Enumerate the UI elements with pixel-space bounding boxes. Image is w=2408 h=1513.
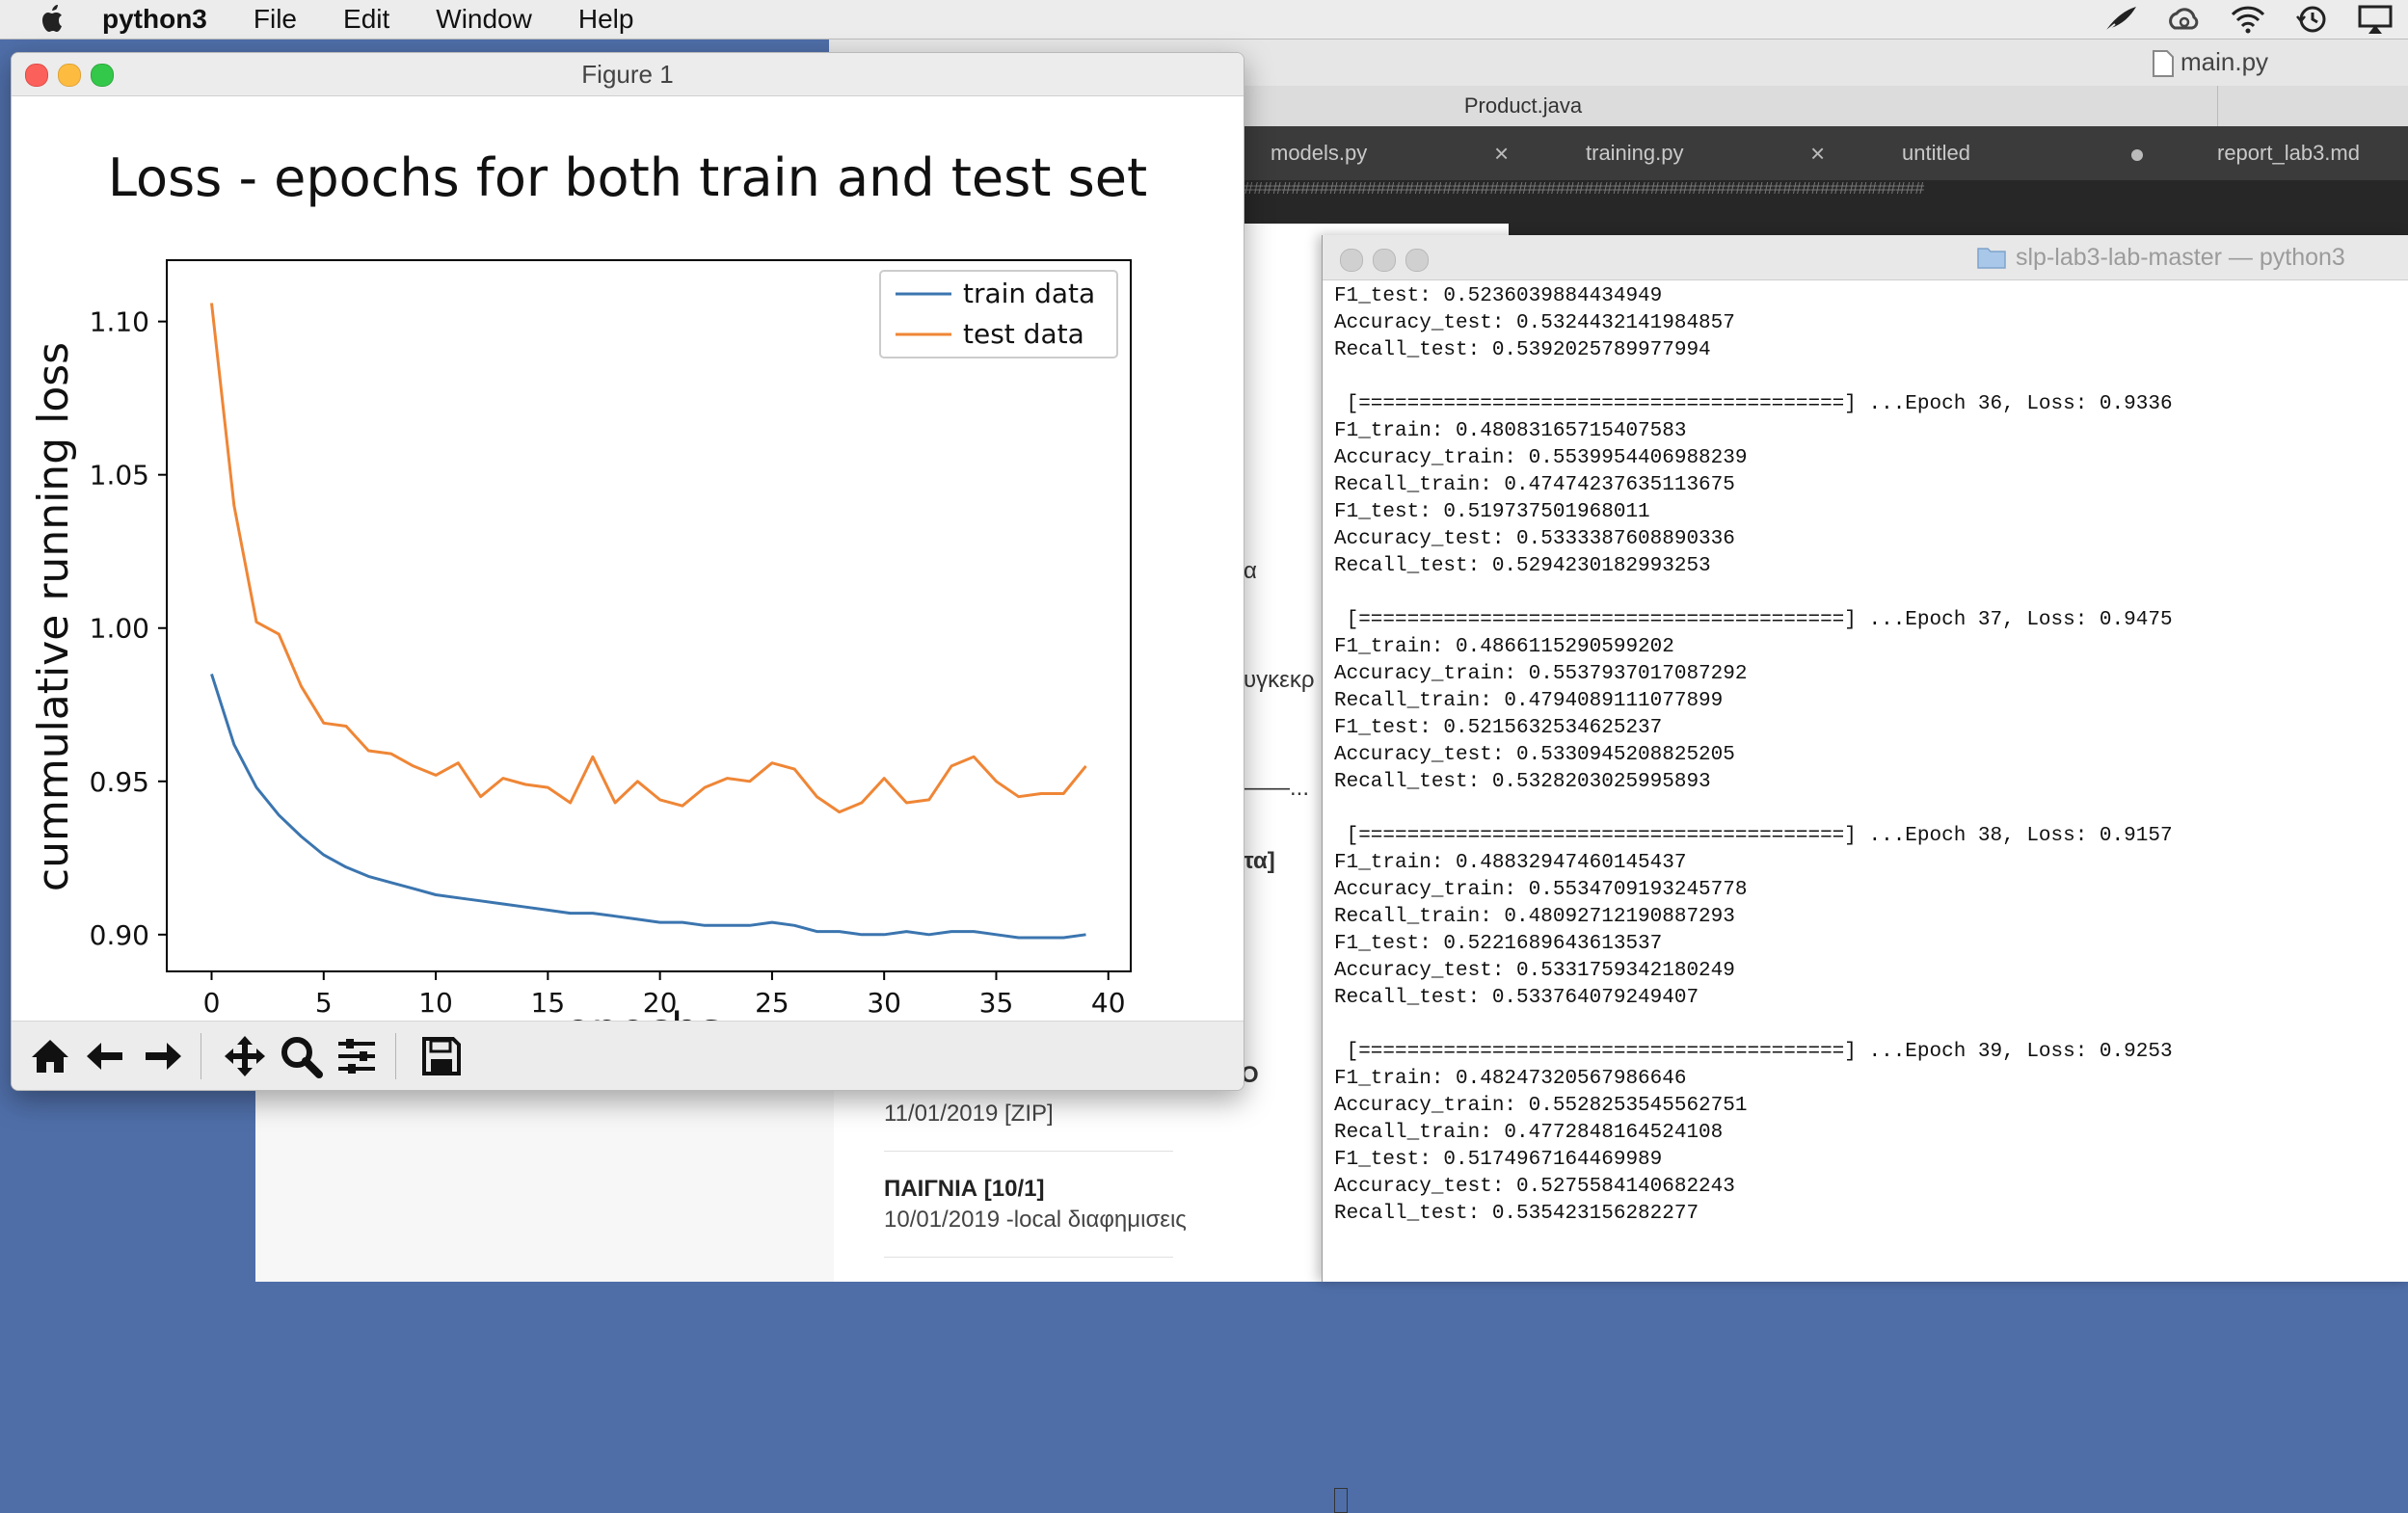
time-machine-icon[interactable] [2292,3,2331,36]
legend-label-train: train data [963,278,1095,309]
tab-untitled[interactable]: untitled [1902,141,1970,165]
airplay-icon[interactable] [2356,3,2395,36]
x-tick-label: 40 [1091,987,1126,1019]
toolbar-divider [395,1033,396,1079]
x-tick-label: 0 [203,987,221,1019]
menubar: python3 File Edit Window Help [0,0,2408,40]
text-fragment: τα] [1244,848,1275,874]
figure-toolbar [12,1021,1244,1090]
menu-file[interactable]: File [253,4,298,34]
text-fragment: υγκεκρ [1244,667,1315,693]
menu-window[interactable]: Window [436,4,532,34]
tab-report-lab3-md[interactable]: report_lab3.md [2217,141,2360,165]
test-data-line [210,303,1087,814]
text-fragment: Ο [1241,1062,1259,1088]
code-fragment: ########################################… [1244,180,1925,199]
subplots-icon [338,1039,375,1074]
status-area [2101,0,2395,39]
y-tick-label: 1.05 [90,460,149,491]
y-tick-label: 0.90 [90,919,149,951]
tab-close-icon[interactable]: × [1810,139,1826,168]
forward-icon [146,1043,181,1070]
x-axis-label: epochs [564,1003,722,1021]
text-cursor [1334,1488,1348,1513]
app-menu[interactable]: python3 [102,4,207,34]
x-tick-label: 5 [315,987,333,1019]
tab-close-icon[interactable]: × [1494,139,1510,168]
y-tick-label: 1.10 [90,306,149,338]
folder-icon [1977,248,2006,269]
unsaved-dot-icon[interactable] [2131,149,2143,161]
terminal-output[interactable]: F1_test: 0.5236039884434949 Accuracy_tes… [1334,285,2173,1225]
terminal-window: slp-lab3-lab-master — python3 F1_test: 0… [1322,235,2408,1513]
list-item-meta: 11/01/2019 [ZIP] [884,1101,1054,1127]
loss-chart[interactable]: Loss - epochs for both train and test se… [12,95,1244,1021]
zoom-icon [281,1037,323,1078]
text-fragment: ——... [1244,775,1310,801]
list-item-title[interactable]: ΠΑΙΓΝΙΑ [10/1] [884,1176,1045,1202]
axis-ticks: 0 5 10 15 20 25 30 35 40 0.90 0.95 1.00 1.05 1.10 [90,306,1126,1019]
divider [884,1151,1173,1152]
apple-menu-icon[interactable] [37,3,69,36]
menu-edit[interactable]: Edit [343,4,390,34]
x-tick-label: 15 [531,987,566,1019]
x-tick-label: 10 [418,987,453,1019]
x-tick-label: 25 [755,987,789,1019]
document-icon [2153,50,2174,77]
terminal-title: slp-lab3-lab-master — python3 [2016,244,2345,271]
y-axis-label: cummulative running loss [29,342,78,891]
terminal-titlebar: slp-lab3-lab-master — python3 [1323,235,2408,280]
menu-help[interactable]: Help [577,4,634,34]
tab-models-py[interactable]: models.py [1271,141,1368,165]
pan-icon [225,1036,265,1076]
zoom-button[interactable] [91,64,114,87]
legend: train data test data [879,270,1118,358]
close-button[interactable] [25,64,48,87]
plot-axes [166,259,1132,972]
train-data-line [210,673,1086,940]
list-item-meta: 10/01/2019 -local διαφημισεις [884,1207,1187,1233]
pan-button[interactable] [220,1031,270,1081]
subplots-button[interactable] [332,1031,382,1081]
quill-icon[interactable] [2101,3,2140,36]
series-lines [210,303,1087,940]
back-button[interactable] [81,1031,131,1081]
save-icon [422,1037,461,1075]
zoom-button[interactable] [1405,249,1429,272]
chart-title: Loss - epochs for both train and test se… [108,147,1147,208]
back-icon [87,1043,122,1070]
save-button[interactable] [416,1031,467,1081]
figure-window: Figure 1 Loss - epochs for both train an… [11,52,1244,1091]
divider [884,1257,1173,1258]
wifi-icon[interactable] [2229,3,2267,36]
minimize-button[interactable] [58,64,81,87]
figure-titlebar: Figure 1 [12,53,1244,96]
forward-button[interactable] [137,1031,187,1081]
x-tick-label: 30 [867,987,901,1019]
figure-title: Figure 1 [581,60,674,89]
tab-product-java[interactable]: Product.java [829,86,2218,126]
creative-cloud-icon[interactable] [2165,3,2204,36]
y-tick-label: 0.95 [90,766,149,798]
home-icon [32,1040,68,1073]
legend-label-test: test data [963,318,1084,350]
x-tick-label: 20 [643,987,678,1019]
text-fragment: α [1244,558,1257,584]
x-tick-label: 35 [979,987,1014,1019]
tab-training-py[interactable]: training.py [1586,141,1684,165]
editor-title: main.py [2181,47,2269,76]
minimize-button[interactable] [1373,249,1396,272]
y-tick-label: 1.00 [90,613,149,645]
home-button[interactable] [25,1031,75,1081]
close-button[interactable] [1340,249,1363,272]
zoom-to-rect-button[interactable] [276,1031,326,1081]
